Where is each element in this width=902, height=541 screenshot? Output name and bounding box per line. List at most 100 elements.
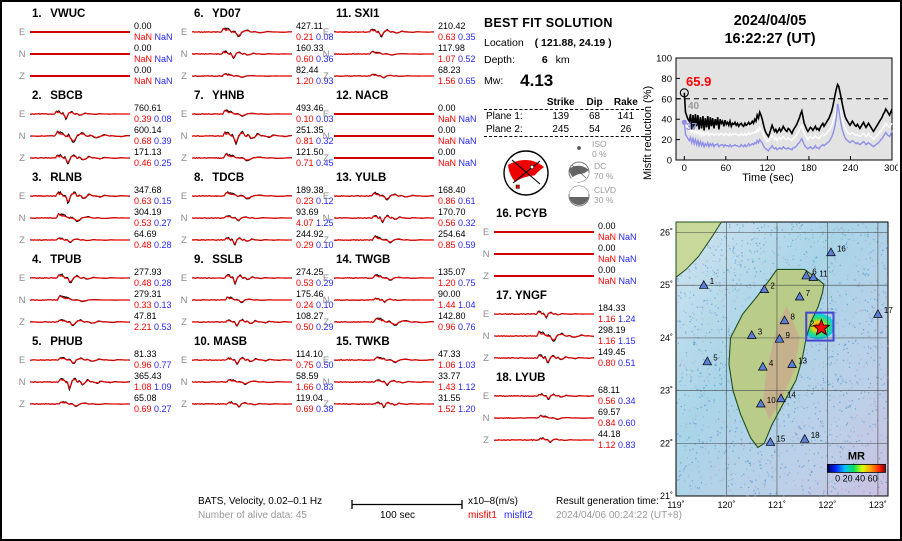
station-column-2: 6. YD07 E 427.11 0.21 0.08 N 160.33 0.60 0.36 Z… <box>178 8 334 418</box>
waveform-plot <box>192 126 292 148</box>
synthetic-waveform <box>192 275 292 284</box>
station-block: 12. NACB E 0.00 NaN NaN N 0.00 NaN NaN Z 0.00 NaN… <box>320 90 477 170</box>
box-station-label: 2 <box>810 319 815 328</box>
misfit1-value: 1.52 <box>438 404 456 414</box>
component-label-n: N <box>322 131 330 142</box>
station-marker-icon[interactable] <box>801 270 812 280</box>
peak-amplitude-value: 160.33 <box>296 43 324 53</box>
synthetic-waveform <box>192 153 292 161</box>
component-label-e: E <box>322 191 330 202</box>
station-marker-icon[interactable] <box>757 361 768 371</box>
station-marker-label: 5 <box>713 354 718 363</box>
peak-amplitude-value: 47.81 <box>134 311 157 321</box>
station-column-1: 1. VWUC E 0.00 NaN NaN N 0.00 NaN NaN Z 0.00 NaN … <box>16 8 173 418</box>
station-block: 17. YNGF E 184.33 1.16 1.24 N 298.19 1.16 1.15… <box>480 290 636 370</box>
table-row: Plane 1: 139 68 141 <box>484 110 644 123</box>
station-marker-icon[interactable] <box>799 433 810 443</box>
misfit-values: 0.24 0.10 <box>296 301 334 310</box>
peak-amplitude-value: 244.92 <box>296 229 324 239</box>
misfit1-value: 0.39 <box>134 114 152 124</box>
component-label-n: N <box>482 331 490 342</box>
misfit1-value: 1.56 <box>438 76 456 86</box>
component-label-n: N <box>322 213 330 224</box>
misfit2-value: NaN <box>616 232 637 242</box>
misfit1-value: 1.20 <box>438 278 456 288</box>
waveform-trace-row: N 0.00 NaN NaN <box>480 244 637 266</box>
map-lat-tick: 25˚ <box>660 280 673 290</box>
waveform-plot <box>334 312 434 334</box>
station-marker-icon[interactable] <box>746 330 757 339</box>
waveform-plot <box>192 268 292 290</box>
component-label-z: Z <box>323 71 329 82</box>
station-title: 8. TDCB <box>178 172 247 184</box>
station-marker-icon[interactable] <box>776 393 786 403</box>
waveform-plot <box>192 312 292 334</box>
peak-amplitude-value: 170.70 <box>438 207 466 217</box>
station-marker-icon[interactable] <box>794 291 805 301</box>
component-label-n: N <box>18 131 26 142</box>
misfit2-value: 0.50 <box>313 360 334 370</box>
misfit1-value: 0.53 <box>134 218 152 228</box>
plane2-dip: 54 <box>588 124 601 135</box>
misfit2-value: 1.03 <box>455 360 476 370</box>
station-marker-label: 6 <box>812 268 817 277</box>
synthetic-waveform <box>30 295 130 302</box>
station-marker-icon[interactable] <box>765 437 776 446</box>
station-marker-icon[interactable] <box>774 333 785 343</box>
flat-trace <box>334 113 434 115</box>
waveform-plot <box>494 348 594 370</box>
station-title: 16. PCYB <box>480 208 547 220</box>
station-marker-icon[interactable] <box>826 247 836 257</box>
waveform-plot <box>334 394 434 416</box>
misfit2-value: 1.20 <box>455 404 476 414</box>
misfit1-value: 0.85 <box>438 240 456 250</box>
station-marker-icon[interactable] <box>808 272 819 281</box>
chart-series-black <box>683 82 893 139</box>
component-label-e: E <box>180 191 188 202</box>
observed-waveform <box>30 130 130 143</box>
chart-title: 2024/04/05 16:22:27 (UT) <box>642 12 898 48</box>
misfit2-value: 0.51 <box>615 358 636 368</box>
misfit2-value: 0.38 <box>313 404 334 414</box>
misfit2-value: 0.28 <box>151 278 172 288</box>
station-marker-icon[interactable] <box>873 308 883 318</box>
dc-name: DC <box>594 161 607 171</box>
component-label-e: E <box>180 27 188 38</box>
waveform-plot <box>30 312 130 334</box>
misfit-values: NaN NaN <box>134 33 173 42</box>
station-marker-icon[interactable] <box>698 280 709 289</box>
waveform-trace-row: Z 31.55 1.52 1.20 <box>320 394 475 416</box>
station-marker-icon[interactable] <box>755 398 766 408</box>
station-number: 4. <box>32 254 42 266</box>
synthetic-waveform <box>192 379 292 385</box>
waveform-trace-row: Z 82.44 1.20 0.93 <box>178 66 333 88</box>
map-grid-texture <box>676 222 890 498</box>
station-marker-icon[interactable] <box>779 315 790 325</box>
station-block: 5. PHUB E 81.33 0.96 0.77 N 365.43 1.08 1.09 Z 6… <box>16 336 172 416</box>
waveform-plot <box>192 230 292 252</box>
synthetic-waveform <box>494 330 594 341</box>
station-title: 2. SBCB <box>16 90 85 102</box>
waveform-plot <box>494 304 594 326</box>
map-canvas[interactable]: 1 2 3 4 5 6 7 89 10 11 13 14 15 16 17 18 2 26˚ 25˚ 24˚ 23˚ 22… <box>650 214 898 526</box>
misfit1-value: NaN <box>134 76 153 86</box>
colorbar-title: MR <box>848 450 865 462</box>
synthetic-waveform <box>192 51 292 58</box>
misfit-values: 0.33 0.13 <box>134 301 172 310</box>
waveform-trace-row: Z 171.13 0.46 0.25 <box>16 148 171 170</box>
station-number: 9. <box>194 254 204 266</box>
plane1-rake: 141 <box>617 111 635 122</box>
misfit1-value: 0.33 <box>134 300 152 310</box>
synthetic-waveform <box>192 357 292 365</box>
station-title: 10. MASB <box>178 336 247 348</box>
station-code: VWUC <box>47 8 86 20</box>
station-marker-icon[interactable] <box>759 284 770 293</box>
station-marker-icon[interactable] <box>702 356 713 366</box>
synthetic-waveform <box>30 154 130 164</box>
epicenter-map[interactable]: 1 2 3 4 5 6 7 8 9 10 11 13 14 15 16 17 18 2 26˚ 25˚ 24˚ 23˚ 22… <box>650 214 898 526</box>
misfit2-value: NaN <box>152 54 173 64</box>
mw-value: 4.13 <box>520 71 554 90</box>
station-marker-icon[interactable] <box>787 359 797 368</box>
misfit-values: NaN NaN <box>598 233 637 242</box>
component-label-z: Z <box>483 353 489 364</box>
